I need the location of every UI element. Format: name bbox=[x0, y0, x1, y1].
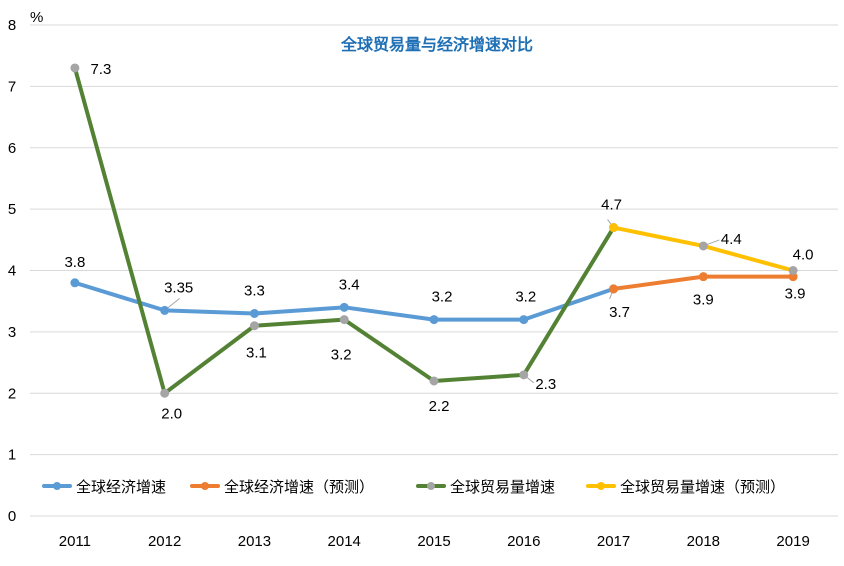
data-point bbox=[339, 302, 349, 312]
data-point bbox=[249, 308, 259, 318]
data-point bbox=[339, 315, 349, 325]
data-point bbox=[429, 315, 439, 325]
y-axis-unit: % bbox=[30, 9, 43, 26]
data-point bbox=[70, 278, 80, 288]
data-label: 2.0 bbox=[161, 405, 182, 422]
x-axis-ticks: 2011 2012 2013 2014 2015 2016 2017 2018 2019 bbox=[59, 533, 810, 550]
x-tick-label: 2019 bbox=[776, 533, 809, 550]
chart-title: 全球贸易量与经济增速对比 bbox=[340, 35, 533, 54]
data-label: 3.35 bbox=[164, 279, 193, 296]
legend: 全球经济增速 全球经济增速（预测） 全球贸易量增速 全球贸易量增速（预测） bbox=[42, 478, 785, 496]
data-label: 3.3 bbox=[244, 282, 265, 299]
y-tick-label: 6 bbox=[8, 140, 16, 157]
data-point bbox=[249, 321, 259, 331]
x-tick-label: 2011 bbox=[59, 533, 91, 550]
data-point bbox=[160, 388, 170, 398]
series-line-3 bbox=[72, 65, 616, 396]
x-tick-label: 2013 bbox=[238, 533, 271, 550]
x-tick-label: 2015 bbox=[417, 533, 450, 550]
legend-item-2: 全球经济增速（预测） bbox=[190, 478, 374, 496]
legend-swatch-marker bbox=[597, 482, 605, 490]
legend-swatch-marker bbox=[53, 482, 61, 490]
y-tick-label: 7 bbox=[8, 78, 16, 95]
data-point bbox=[698, 241, 708, 251]
legend-label: 全球贸易量增速 bbox=[450, 478, 555, 496]
legend-label: 全球贸易量增速（预测） bbox=[620, 478, 785, 496]
data-label: 4.4 bbox=[721, 231, 742, 248]
data-point bbox=[519, 370, 529, 380]
y-tick-label: 3 bbox=[8, 324, 16, 341]
data-label: 3.8 bbox=[64, 254, 85, 271]
data-point bbox=[609, 284, 619, 294]
y-axis-ticks: 0 1 2 3 4 5 6 7 8 bbox=[8, 17, 16, 525]
legend-item-4: 全球贸易量增速（预测） bbox=[586, 478, 785, 496]
y-tick-label: 4 bbox=[8, 263, 16, 280]
data-label: 3.9 bbox=[785, 286, 806, 303]
y-tick-label: 8 bbox=[8, 17, 16, 34]
data-point bbox=[429, 376, 439, 386]
legend-item-3: 全球贸易量增速 bbox=[416, 478, 555, 496]
data-point bbox=[609, 223, 619, 233]
x-tick-label: 2016 bbox=[507, 533, 540, 550]
data-labels: 3.8 3.35 3.3 3.4 3.2 3.2 3.7 3.9 3.9 7.3 2.0 3.1 3.2… bbox=[64, 61, 813, 422]
data-label: 3.9 bbox=[693, 292, 714, 309]
data-label: 3.2 bbox=[432, 289, 453, 306]
data-point bbox=[698, 272, 708, 282]
gridlines bbox=[30, 24, 838, 517]
legend-label: 全球经济增速（预测） bbox=[224, 478, 374, 496]
legend-label: 全球经济增速 bbox=[76, 478, 166, 496]
data-label: 2.3 bbox=[535, 376, 556, 393]
y-tick-label: 5 bbox=[8, 201, 16, 218]
data-point bbox=[160, 305, 170, 315]
x-tick-label: 2017 bbox=[597, 533, 630, 550]
data-label: 3.7 bbox=[609, 304, 630, 321]
data-label: 4.7 bbox=[601, 197, 622, 214]
data-label: 3.2 bbox=[515, 289, 536, 306]
y-tick-label: 0 bbox=[8, 508, 16, 525]
legend-item-1: 全球经济增速 bbox=[42, 478, 166, 496]
x-tick-label: 2012 bbox=[148, 533, 181, 550]
legend-swatch-marker bbox=[201, 482, 209, 490]
data-point bbox=[788, 266, 798, 275]
data-label: 4.0 bbox=[793, 247, 814, 264]
x-tick-label: 2014 bbox=[328, 533, 361, 550]
legend-swatch-marker bbox=[427, 482, 435, 490]
data-point bbox=[70, 63, 80, 73]
data-label: 2.2 bbox=[429, 398, 450, 415]
data-point bbox=[519, 315, 529, 325]
data-label: 3.2 bbox=[331, 347, 352, 364]
series-lines bbox=[72, 65, 796, 396]
y-tick-label: 2 bbox=[8, 385, 16, 402]
data-points bbox=[70, 63, 798, 398]
data-label: 3.4 bbox=[339, 276, 360, 293]
y-tick-label: 1 bbox=[8, 447, 16, 464]
data-label: 7.3 bbox=[90, 61, 111, 78]
data-label: 3.1 bbox=[246, 345, 267, 362]
x-tick-label: 2018 bbox=[687, 533, 720, 550]
